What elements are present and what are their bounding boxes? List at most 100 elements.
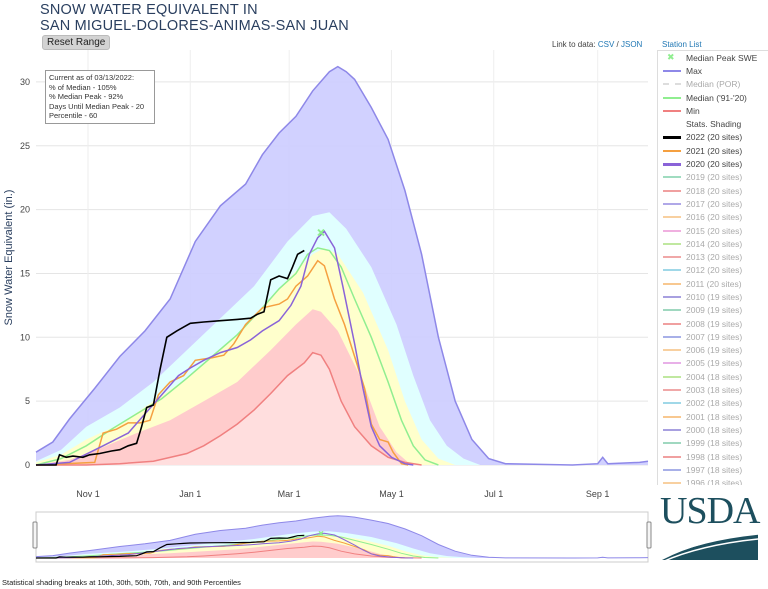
legend-swatch-icon	[658, 132, 686, 142]
legend-item[interactable]: 2014 (20 sites)	[658, 237, 768, 250]
legend-item[interactable]: Median ('91-'20)	[658, 91, 768, 104]
legend-label: 2010 (19 sites)	[686, 291, 743, 302]
legend-swatch-icon	[658, 279, 686, 289]
station-list-link[interactable]: Station List	[662, 40, 702, 49]
legend-item[interactable]: 2019 (20 sites)	[658, 171, 768, 184]
x-tick-label: Mar 1	[278, 489, 301, 499]
info-line: Current as of 03/13/2022:	[49, 73, 135, 82]
legend-item[interactable]: 1997 (18 sites)	[658, 463, 768, 476]
legend-swatch-icon	[658, 425, 686, 435]
legend-swatch-icon	[658, 239, 686, 249]
legend-label: 1998 (18 sites)	[686, 451, 743, 462]
x-tick-label: Jan 1	[179, 489, 201, 499]
range-slider[interactable]	[32, 511, 652, 563]
legend-item[interactable]: 2004 (18 sites)	[658, 370, 768, 383]
legend-item[interactable]: 2007 (19 sites)	[658, 330, 768, 343]
y-tick-label: 15	[20, 268, 30, 278]
json-link[interactable]: JSON	[620, 40, 643, 49]
legend-item[interactable]: 2018 (20 sites)	[658, 184, 768, 197]
legend-swatch-icon	[658, 79, 686, 89]
legend-item[interactable]: 2017 (20 sites)	[658, 197, 768, 210]
min-line	[36, 351, 422, 466]
legend-item[interactable]: Stats. Shading	[658, 117, 768, 130]
legend-item[interactable]: ✖ Median Peak SWE	[658, 51, 768, 64]
legend-item[interactable]: 2008 (19 sites)	[658, 317, 768, 330]
legend-swatch-icon	[658, 398, 686, 408]
usda-logo-text: USDA	[660, 490, 760, 532]
legend-item[interactable]: 1996 (18 sites)	[658, 477, 768, 485]
legend-item[interactable]: 2009 (19 sites)	[658, 304, 768, 317]
info-line: % of Median - 105%	[49, 82, 117, 92]
info-line: % Median Peak - 92%	[49, 92, 124, 102]
legend-item[interactable]: 2005 (19 sites)	[658, 357, 768, 370]
data-links: Link to data: CSV / JSON	[552, 40, 642, 49]
legend-label: 2013 (20 sites)	[686, 252, 743, 263]
y-tick-label: 5	[25, 396, 30, 406]
legend-label: 2005 (19 sites)	[686, 358, 743, 369]
y-tick-label: 25	[20, 141, 30, 151]
legend-label: 1999 (18 sites)	[686, 438, 743, 449]
legend-label: 2004 (18 sites)	[686, 371, 743, 382]
legend-label: 2007 (19 sites)	[686, 331, 743, 342]
y-axis-label: Snow Water Equivalent (in.)	[3, 190, 15, 326]
legend-swatch-icon	[658, 292, 686, 302]
legend-item[interactable]: 2021 (20 sites)	[658, 144, 768, 157]
legend-label: Stats. Shading	[686, 119, 742, 130]
info-line: Days Until Median Peak - 20	[49, 101, 145, 111]
legend-item[interactable]: 2020 (20 sites)	[658, 157, 768, 170]
chart-title: SNOW WATER EQUIVALENT IN SAN MIGUEL-DOLO…	[40, 2, 349, 34]
min-shading	[36, 352, 422, 465]
y-tick-label: 20	[20, 205, 30, 215]
legend-item[interactable]: 2015 (20 sites)	[658, 224, 768, 237]
legend-label: 2006 (19 sites)	[686, 345, 743, 356]
range-handle-right[interactable]	[646, 521, 652, 549]
legend-item[interactable]: 2013 (20 sites)	[658, 250, 768, 263]
info-line: Percentile - 60	[49, 111, 98, 121]
legend-item[interactable]: Median (POR)	[658, 78, 768, 91]
legend-item[interactable]: 2001 (18 sites)	[658, 410, 768, 423]
x-tick-label: Sep 1	[586, 489, 610, 499]
legend-swatch-icon	[658, 172, 686, 182]
legend-item[interactable]: 2011 (20 sites)	[658, 277, 768, 290]
usda-logo: USDA	[660, 492, 760, 564]
range-2022-line	[36, 534, 305, 559]
legend-item[interactable]: Min	[658, 104, 768, 117]
legend-swatch-icon	[658, 345, 686, 355]
legend-item[interactable]: 1998 (18 sites)	[658, 450, 768, 463]
range-max-line	[35, 515, 649, 559]
legend-swatch-icon	[658, 265, 686, 275]
legend-item[interactable]: 1999 (18 sites)	[658, 437, 768, 450]
x-tick-label: Jul 1	[484, 489, 503, 499]
y-tick-label: 0	[25, 460, 30, 470]
legend-swatch-icon	[658, 372, 686, 382]
legend-swatch-icon	[658, 199, 686, 209]
legend-item[interactable]: 2006 (19 sites)	[658, 344, 768, 357]
legend-label: 2021 (20 sites)	[686, 145, 743, 156]
legend-label: 2017 (20 sites)	[686, 198, 743, 209]
median-peak-marker	[317, 228, 325, 237]
current-info-box: Current as of 03/13/2022: % of Median - …	[45, 70, 155, 124]
legend-item[interactable]: Max	[658, 64, 768, 77]
x-tick-label: Nov 1	[76, 489, 100, 499]
legend-label: 2001 (18 sites)	[686, 411, 743, 422]
csv-link[interactable]: CSV	[597, 40, 615, 49]
legend-swatch-icon	[658, 438, 686, 448]
link-prefix: Link to data:	[552, 40, 596, 49]
legend-item[interactable]: 2002 (18 sites)	[658, 397, 768, 410]
legend-swatch-icon	[658, 358, 686, 368]
legend-item[interactable]: 2022 (20 sites)	[658, 131, 768, 144]
range-handle-left[interactable]	[32, 521, 38, 549]
legend-item[interactable]: 2000 (18 sites)	[658, 423, 768, 436]
max-line	[35, 65, 649, 466]
legend-item[interactable]: 2003 (18 sites)	[658, 383, 768, 396]
legend-item[interactable]: 2012 (20 sites)	[658, 264, 768, 277]
series-2022-line	[36, 249, 305, 466]
legend-item[interactable]: 2016 (20 sites)	[658, 211, 768, 224]
reset-range-button[interactable]: Reset Range	[42, 35, 111, 50]
legend-label: 2022 (20 sites)	[686, 132, 743, 143]
legend-swatch-icon	[658, 226, 686, 236]
y-tick-label: 30	[20, 77, 30, 87]
legend-swatch-icon	[658, 159, 686, 169]
legend-item[interactable]: 2010 (19 sites)	[658, 290, 768, 303]
